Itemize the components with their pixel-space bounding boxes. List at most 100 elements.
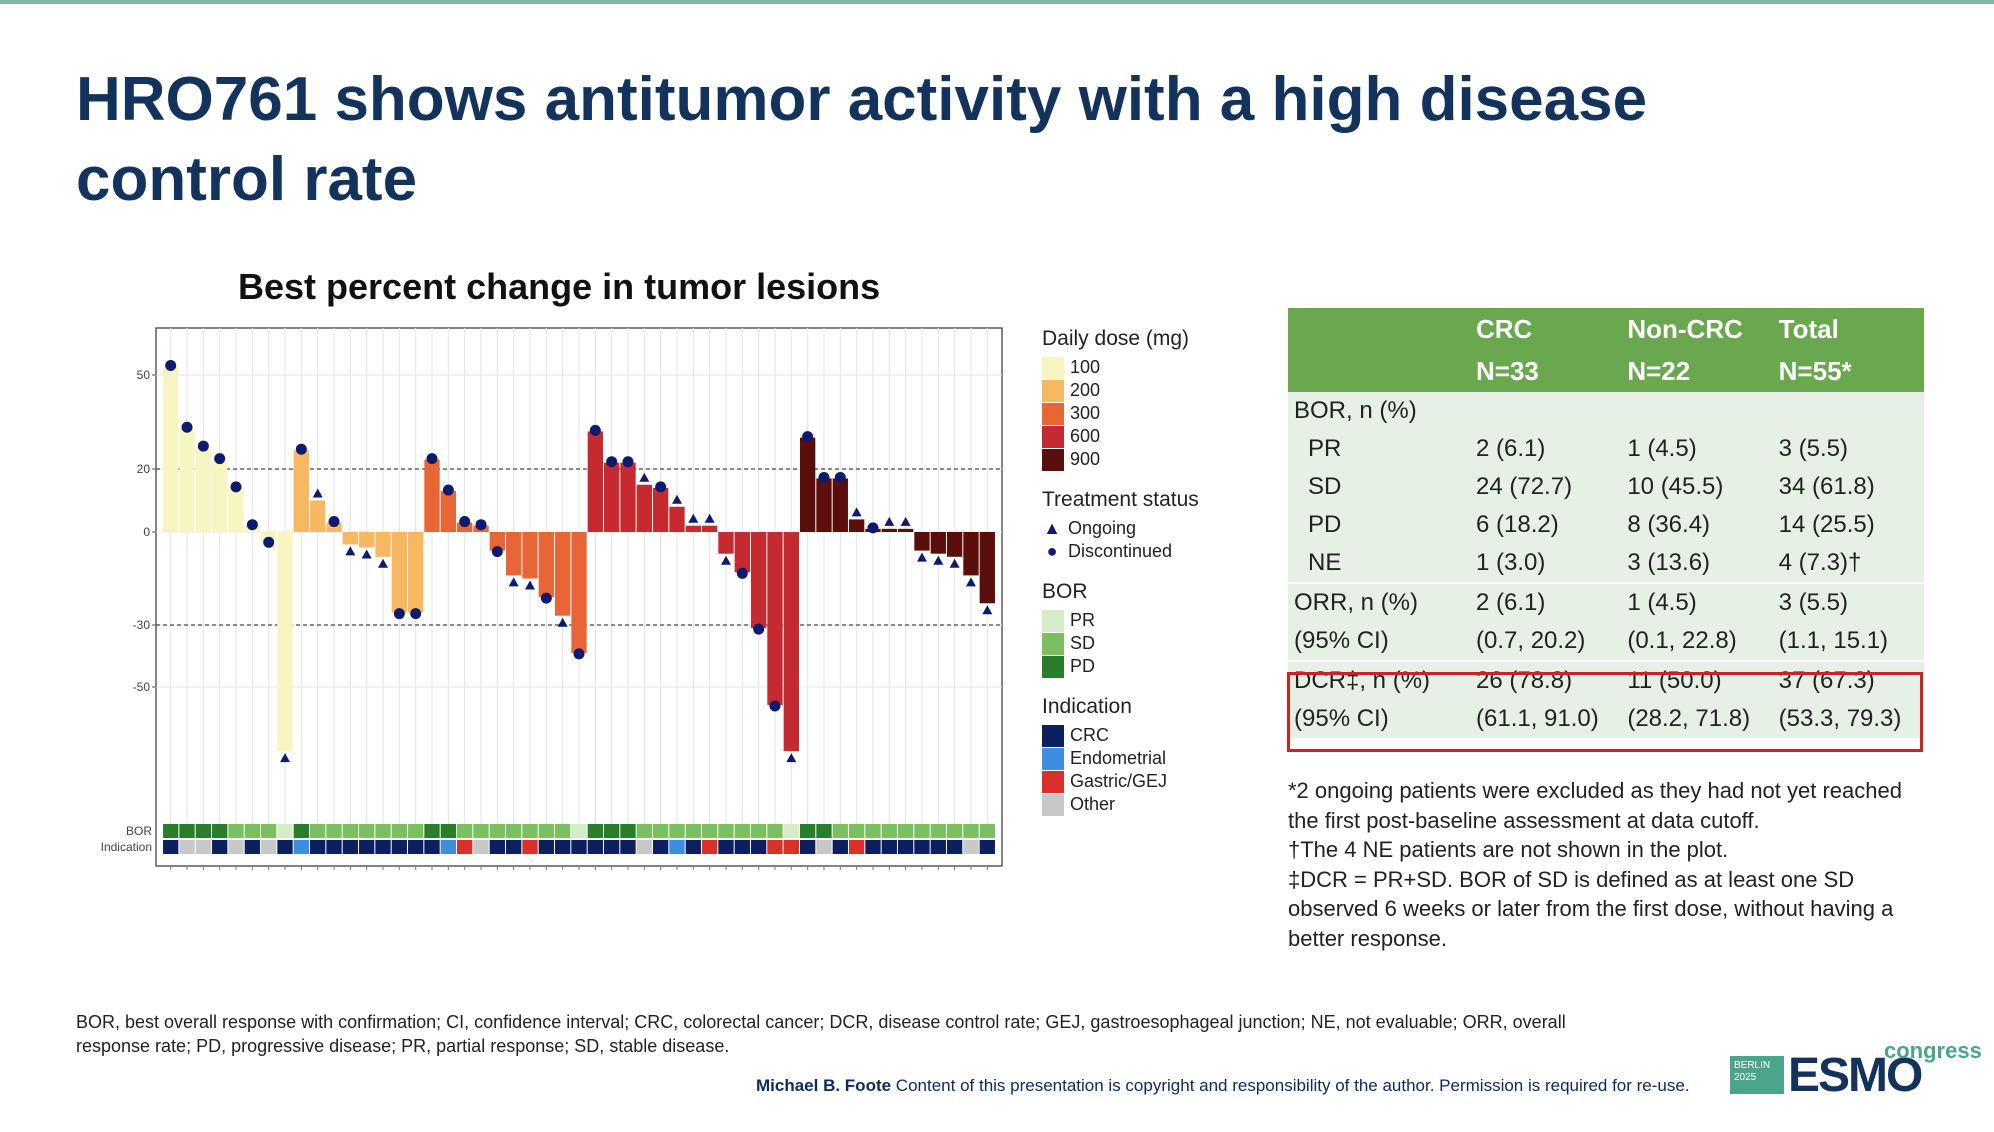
bor-cell [767, 824, 783, 838]
discontinued-marker [426, 453, 438, 465]
bor-cell [424, 824, 440, 838]
discontinued-marker [540, 592, 552, 604]
waterfall-bar [897, 528, 914, 532]
legend-swatch [1042, 655, 1064, 678]
cell: (1.1, 15.1) [1772, 622, 1924, 661]
discontinued-marker [230, 481, 242, 493]
table-row: SD 24 (72.7) 10 (45.5) 34 (61.8) [1288, 468, 1924, 506]
abbreviations: BOR, best overall response with confirma… [76, 1012, 1566, 1056]
indication-cell [946, 840, 963, 854]
ongoing-marker [361, 549, 372, 559]
discontinued-marker [736, 567, 748, 579]
triangle-icon: ▲ [1043, 518, 1061, 538]
bor-cell [620, 824, 636, 838]
bor-cell [359, 824, 375, 838]
discontinued-marker [328, 516, 340, 528]
legend-item-600: 600 [1042, 425, 1199, 448]
bor-cell [293, 824, 310, 838]
bor-cell [669, 824, 685, 838]
waterfall-bar [636, 484, 652, 532]
legend-swatch [1042, 609, 1064, 632]
cell: 1 (4.5) [1621, 582, 1773, 622]
indication-cell [212, 840, 228, 854]
bor-cell [881, 824, 897, 838]
bor-cell [391, 824, 408, 838]
footnote: *2 ongoing patients were excluded as the… [1288, 778, 1902, 833]
row-label: DCR‡, n (%) [1288, 660, 1470, 700]
legend-dose-title: Daily dose (mg) [1042, 327, 1190, 350]
legend-item-200: 200 [1042, 379, 1199, 402]
waterfall-bar [538, 532, 555, 598]
row-label: (95% CI) [1288, 622, 1470, 661]
response-table: CRC Non-CRC Total N=33 N=22 N=55* BOR, n… [1288, 308, 1924, 738]
cell: 14 (25.5) [1772, 506, 1924, 544]
esmo-logo: BERLIN 2025 ESMO congress [1730, 1038, 1982, 1102]
waterfall-bar [179, 428, 195, 532]
chart-legend: Daily dose (mg) 100 200 300 600 900 Treatmen… [1042, 326, 1199, 816]
ongoing-marker [965, 577, 976, 587]
indication-cell [897, 840, 914, 854]
y-tick-label: 50 [137, 368, 151, 382]
ongoing-marker [916, 552, 927, 562]
legend-item-endometrial: Endometrial [1042, 747, 1199, 770]
bor-cell [489, 824, 506, 838]
waterfall-bar [408, 532, 424, 613]
header-blank-n [1288, 350, 1470, 392]
discontinued-marker [459, 516, 471, 528]
waterfall-bar [228, 487, 244, 532]
author-name: Michael B. Foote [756, 1076, 892, 1095]
cell: 10 (45.5) [1621, 468, 1773, 506]
indication-cell [179, 840, 195, 854]
row-label: (95% CI) [1288, 700, 1470, 738]
header-blank [1288, 308, 1470, 350]
bor-cell [326, 824, 342, 838]
bor-cell [603, 824, 620, 838]
header-noncrc-n: N=22 [1621, 350, 1773, 392]
logo-badge-city: BERLIN [1734, 1060, 1771, 1071]
discontinued-marker [802, 431, 814, 443]
legend-label: 300 [1070, 403, 1101, 423]
discontinued-marker [214, 453, 226, 465]
indication-cell [228, 840, 244, 854]
discontinued-marker [655, 481, 667, 493]
cell: 3 (13.6) [1621, 544, 1773, 583]
waterfall-bar [261, 532, 277, 542]
waterfall-bar [293, 450, 310, 532]
bor-cell [930, 824, 946, 838]
logo-badge-year: 2025 [1734, 1072, 1757, 1083]
waterfall-bar [652, 487, 669, 532]
legend-label: 900 [1070, 449, 1101, 469]
indication-cell [310, 840, 326, 854]
legend-label: Gastric/GEJ [1070, 771, 1168, 791]
row-label: ORR, n (%) [1288, 582, 1470, 622]
cell: (0.1, 22.8) [1621, 622, 1773, 661]
indication-cell [930, 840, 946, 854]
y-tick-label: 20 [137, 462, 151, 476]
header-crc-n: N=33 [1470, 350, 1622, 392]
discontinued-marker [165, 360, 177, 371]
legend-item-sd: SD [1042, 632, 1199, 655]
waterfall-bar [799, 437, 816, 532]
copyright-text: Content of this presentation is copyrigh… [891, 1076, 1690, 1095]
bor-cell [946, 824, 963, 838]
cell: 3 (5.5) [1772, 582, 1924, 622]
legend-item-other: Other [1042, 793, 1199, 816]
row-label: PD [1288, 506, 1470, 544]
legend-item-discontinued: ● Discontinued [1042, 540, 1199, 563]
waterfall-bar [881, 528, 897, 532]
indication-cell [685, 840, 701, 854]
cell: 2 (6.1) [1470, 582, 1622, 622]
cell: 24 (72.7) [1470, 468, 1622, 506]
ongoing-marker [280, 753, 291, 763]
indication-cell [848, 840, 865, 854]
waterfall-bar [506, 532, 522, 576]
waterfall-bar [571, 532, 587, 653]
legend-swatch [1042, 448, 1064, 471]
ongoing-marker [982, 605, 993, 615]
table-row-orr-ci: (95% CI) (0.7, 20.2) (0.1, 22.8) (1.1, 1… [1288, 622, 1924, 661]
bor-cell [979, 824, 995, 838]
indication-cell [408, 840, 424, 854]
legend-item-pd: PD [1042, 655, 1199, 678]
waterfall-bar [848, 519, 865, 532]
legend-item-gastric-gej: Gastric/GEJ [1042, 770, 1199, 793]
